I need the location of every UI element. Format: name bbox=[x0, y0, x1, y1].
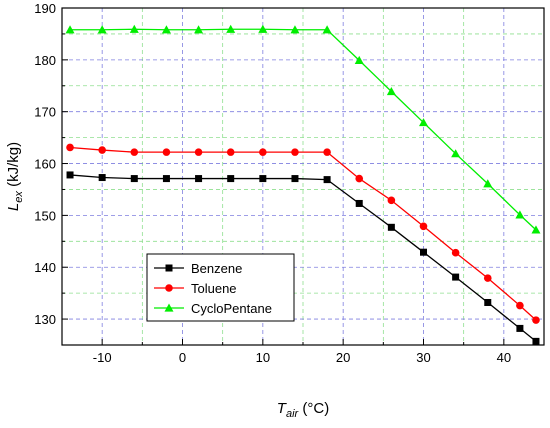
data-point-benzene bbox=[291, 175, 299, 183]
data-point-cyclopentane bbox=[483, 179, 493, 188]
x-axis-title-sub: air bbox=[286, 408, 300, 420]
series-line-cyclopentane bbox=[70, 28, 537, 231]
legend: Benzene Toluene CycloPentane bbox=[146, 253, 295, 322]
series-line-toluene bbox=[69, 146, 537, 321]
y-tick-label: 130 bbox=[34, 312, 56, 327]
legend-marker bbox=[165, 264, 173, 272]
data-point-cyclopentane bbox=[161, 25, 171, 34]
legend-item-benzene: Benzene bbox=[154, 261, 242, 276]
data-point-toluene bbox=[419, 222, 428, 231]
legend-label: CycloPentane bbox=[191, 301, 272, 316]
y-tick-label: 170 bbox=[34, 105, 56, 120]
x-tick-label: 30 bbox=[416, 350, 430, 365]
data-point-toluene bbox=[259, 148, 267, 156]
data-point-cyclopentane bbox=[194, 25, 204, 34]
data-point-benzene bbox=[323, 176, 331, 184]
y-tick-label: 150 bbox=[34, 208, 56, 223]
x-tick-label: 0 bbox=[179, 350, 186, 365]
series-cyclopentane bbox=[65, 24, 541, 234]
data-point-toluene bbox=[451, 248, 460, 257]
y-axis-title: Lex (kJ/kg) bbox=[5, 142, 25, 211]
data-point-toluene bbox=[387, 196, 396, 205]
data-point-benzene bbox=[452, 273, 460, 281]
data-point-toluene bbox=[532, 316, 540, 324]
data-point-benzene bbox=[484, 298, 492, 306]
data-point-toluene bbox=[162, 148, 171, 156]
y-tick-label: 180 bbox=[34, 53, 56, 68]
legend-item-cyclopentane: CycloPentane bbox=[154, 301, 272, 316]
legend-label: Toluene bbox=[191, 281, 237, 296]
data-point-benzene bbox=[420, 248, 427, 256]
data-point-benzene bbox=[130, 175, 138, 183]
x-tick-label: 10 bbox=[256, 350, 270, 365]
axes: -10 0 10 20 30 40 130 140 150 160 170 180 190 bbox=[34, 1, 511, 365]
series-toluene bbox=[66, 143, 540, 324]
x-tick-label: -10 bbox=[93, 350, 112, 365]
data-point-benzene bbox=[387, 223, 395, 231]
data-point-toluene bbox=[98, 146, 106, 154]
data-point-toluene bbox=[355, 174, 364, 183]
data-point-cyclopentane bbox=[129, 24, 139, 33]
grid bbox=[62, 8, 544, 345]
data-point-benzene bbox=[98, 174, 106, 182]
legend-marker bbox=[164, 303, 174, 312]
data-point-toluene bbox=[291, 148, 299, 156]
legend-item-toluene: Toluene bbox=[154, 281, 237, 296]
data-point-cyclopentane bbox=[322, 25, 332, 34]
data-point-benzene bbox=[227, 175, 235, 183]
legend-marker bbox=[165, 284, 173, 292]
data-point-cyclopentane bbox=[97, 25, 107, 34]
data-point-benzene bbox=[162, 175, 170, 183]
data-point-cyclopentane bbox=[290, 25, 300, 34]
data-point-cyclopentane bbox=[451, 149, 461, 158]
x-tick-label: 40 bbox=[497, 350, 511, 365]
data-point-benzene bbox=[259, 175, 267, 183]
data-point-cyclopentane bbox=[386, 86, 396, 96]
data-point-toluene bbox=[194, 148, 203, 156]
data-point-toluene bbox=[483, 274, 492, 282]
data-point-benzene bbox=[532, 337, 540, 345]
data-point-cyclopentane bbox=[419, 118, 428, 127]
data-point-benzene bbox=[355, 199, 363, 207]
legend-label: Benzene bbox=[191, 261, 242, 276]
y-axis-title-main: L bbox=[5, 203, 22, 211]
y-tick-label: 190 bbox=[34, 1, 56, 16]
data-point-toluene bbox=[323, 148, 331, 156]
data-point-toluene bbox=[66, 143, 74, 152]
data-point-cyclopentane bbox=[226, 24, 236, 33]
data-point-cyclopentane bbox=[354, 55, 364, 64]
data-point-cyclopentane bbox=[65, 25, 75, 34]
x-axis-title: Tair (°C) bbox=[277, 400, 329, 420]
x-axis-title-unit: (°C) bbox=[298, 400, 329, 417]
series-layer bbox=[65, 24, 541, 345]
data-point-toluene bbox=[130, 148, 139, 156]
data-point-cyclopentane bbox=[258, 24, 268, 33]
y-axis-title-unit: (kJ/kg) bbox=[5, 142, 22, 191]
data-point-toluene bbox=[516, 301, 524, 310]
data-point-toluene bbox=[226, 148, 235, 156]
x-axis-title-main: T bbox=[277, 400, 288, 417]
x-tick-label: 20 bbox=[336, 350, 350, 365]
y-tick-label: 160 bbox=[34, 157, 56, 172]
data-point-cyclopentane bbox=[531, 225, 541, 234]
y-tick-label: 140 bbox=[34, 260, 56, 275]
data-point-benzene bbox=[66, 171, 74, 179]
series-benzene bbox=[66, 171, 540, 345]
series-line-benzene bbox=[69, 174, 537, 342]
y-axis-title-sub: ex bbox=[13, 191, 25, 203]
data-point-benzene bbox=[195, 175, 203, 183]
data-point-cyclopentane bbox=[515, 210, 525, 219]
data-point-benzene bbox=[516, 324, 524, 332]
